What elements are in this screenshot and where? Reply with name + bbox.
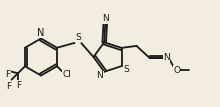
Text: F: F xyxy=(5,70,11,79)
Text: N: N xyxy=(37,28,45,38)
Text: F: F xyxy=(6,82,11,91)
Text: N: N xyxy=(102,14,109,23)
Text: N: N xyxy=(163,53,170,62)
Text: O: O xyxy=(173,66,180,75)
Text: N: N xyxy=(96,71,103,80)
Text: S: S xyxy=(124,65,129,74)
Text: F: F xyxy=(16,81,22,90)
Text: Cl: Cl xyxy=(63,70,72,79)
Text: S: S xyxy=(75,33,81,42)
